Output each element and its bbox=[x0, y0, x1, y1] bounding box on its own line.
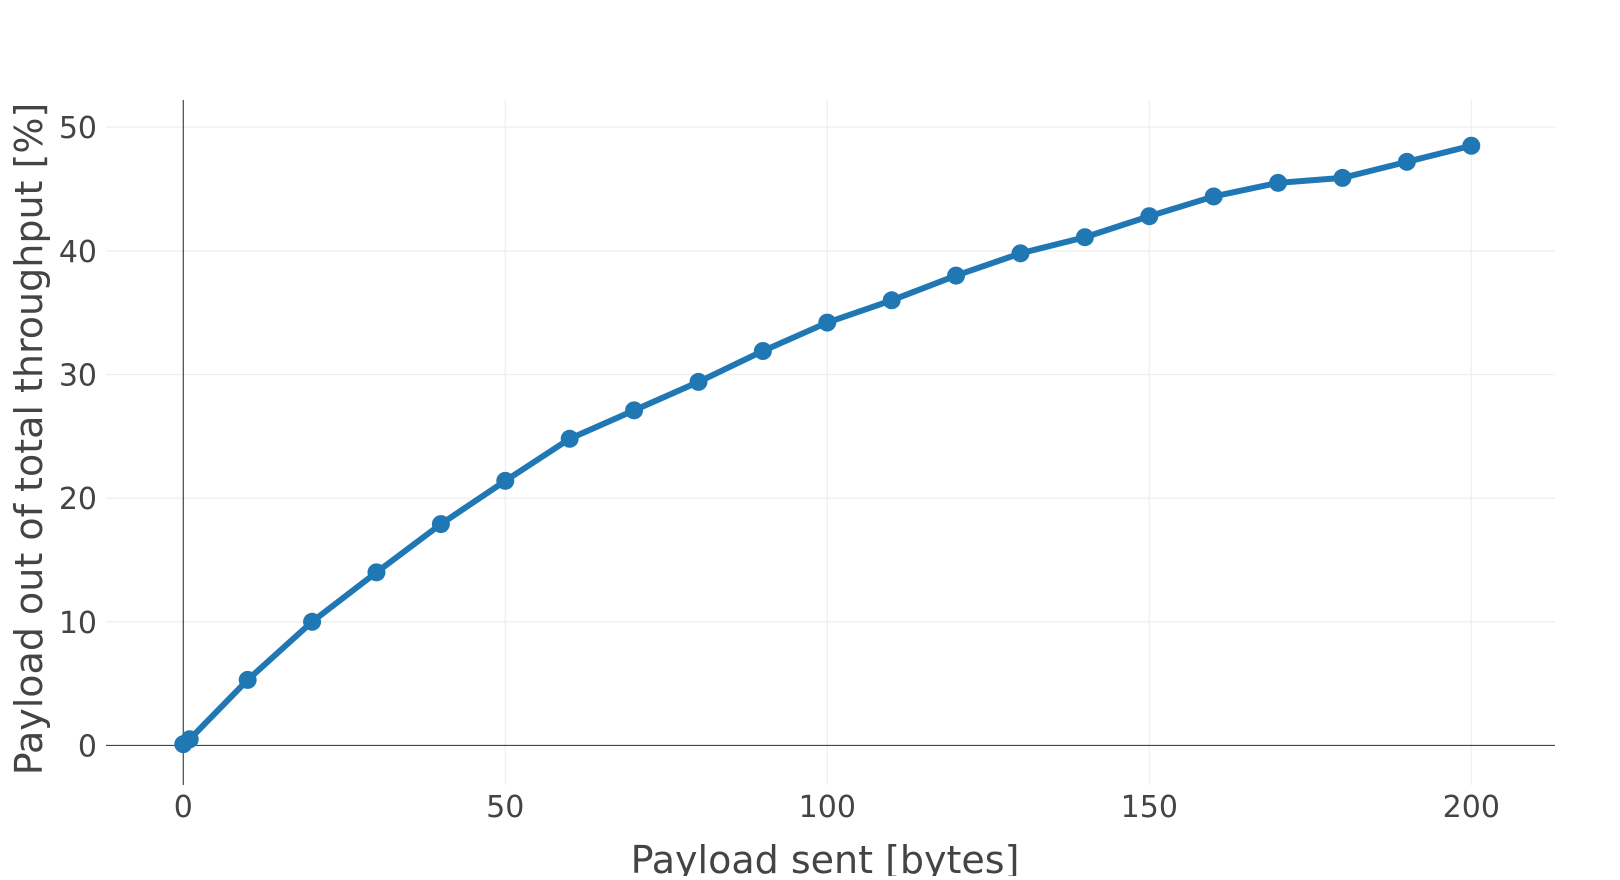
data-point bbox=[180, 730, 199, 749]
x-tick-label: 0 bbox=[174, 790, 193, 825]
data-point bbox=[1075, 228, 1094, 247]
label-layer: 0 50 100 150 200 0 10 20 30 40 50 bbox=[59, 111, 1500, 825]
data-point bbox=[303, 612, 322, 631]
data-point bbox=[1011, 244, 1030, 263]
data-point bbox=[1462, 136, 1481, 155]
data-point bbox=[753, 342, 772, 361]
data-point bbox=[560, 429, 579, 448]
data-point bbox=[689, 372, 708, 391]
y-tick-label: 0 bbox=[78, 729, 97, 764]
data-point bbox=[1204, 187, 1223, 206]
x-tick-label: 150 bbox=[1121, 790, 1178, 825]
data-point bbox=[1140, 207, 1159, 226]
x-tick-label: 200 bbox=[1443, 790, 1500, 825]
y-tick-label: 10 bbox=[59, 606, 97, 641]
series-line bbox=[180, 142, 1475, 748]
x-tick-label: 100 bbox=[799, 790, 856, 825]
data-point bbox=[1333, 168, 1352, 187]
y-tick-label: 30 bbox=[59, 358, 97, 393]
data-point bbox=[818, 313, 837, 332]
x-tick-label: 50 bbox=[486, 790, 524, 825]
data-point bbox=[367, 563, 386, 582]
y-tick-label: 50 bbox=[59, 111, 97, 146]
data-point bbox=[625, 401, 644, 420]
y-tick-label: 40 bbox=[59, 235, 97, 270]
y-axis-title: Payload out of total throughput [%] bbox=[7, 103, 51, 776]
grid-layer bbox=[106, 100, 1555, 785]
series-layer bbox=[174, 136, 1481, 754]
data-point bbox=[496, 471, 515, 490]
data-point bbox=[882, 291, 901, 310]
data-point bbox=[1269, 173, 1288, 192]
data-point bbox=[1397, 152, 1416, 171]
axis-layer bbox=[106, 100, 1555, 785]
data-point bbox=[431, 515, 450, 534]
x-axis-title: Payload sent [bytes] bbox=[631, 838, 1020, 876]
data-point bbox=[238, 670, 257, 689]
y-tick-label: 20 bbox=[59, 482, 97, 517]
data-point bbox=[947, 266, 966, 285]
